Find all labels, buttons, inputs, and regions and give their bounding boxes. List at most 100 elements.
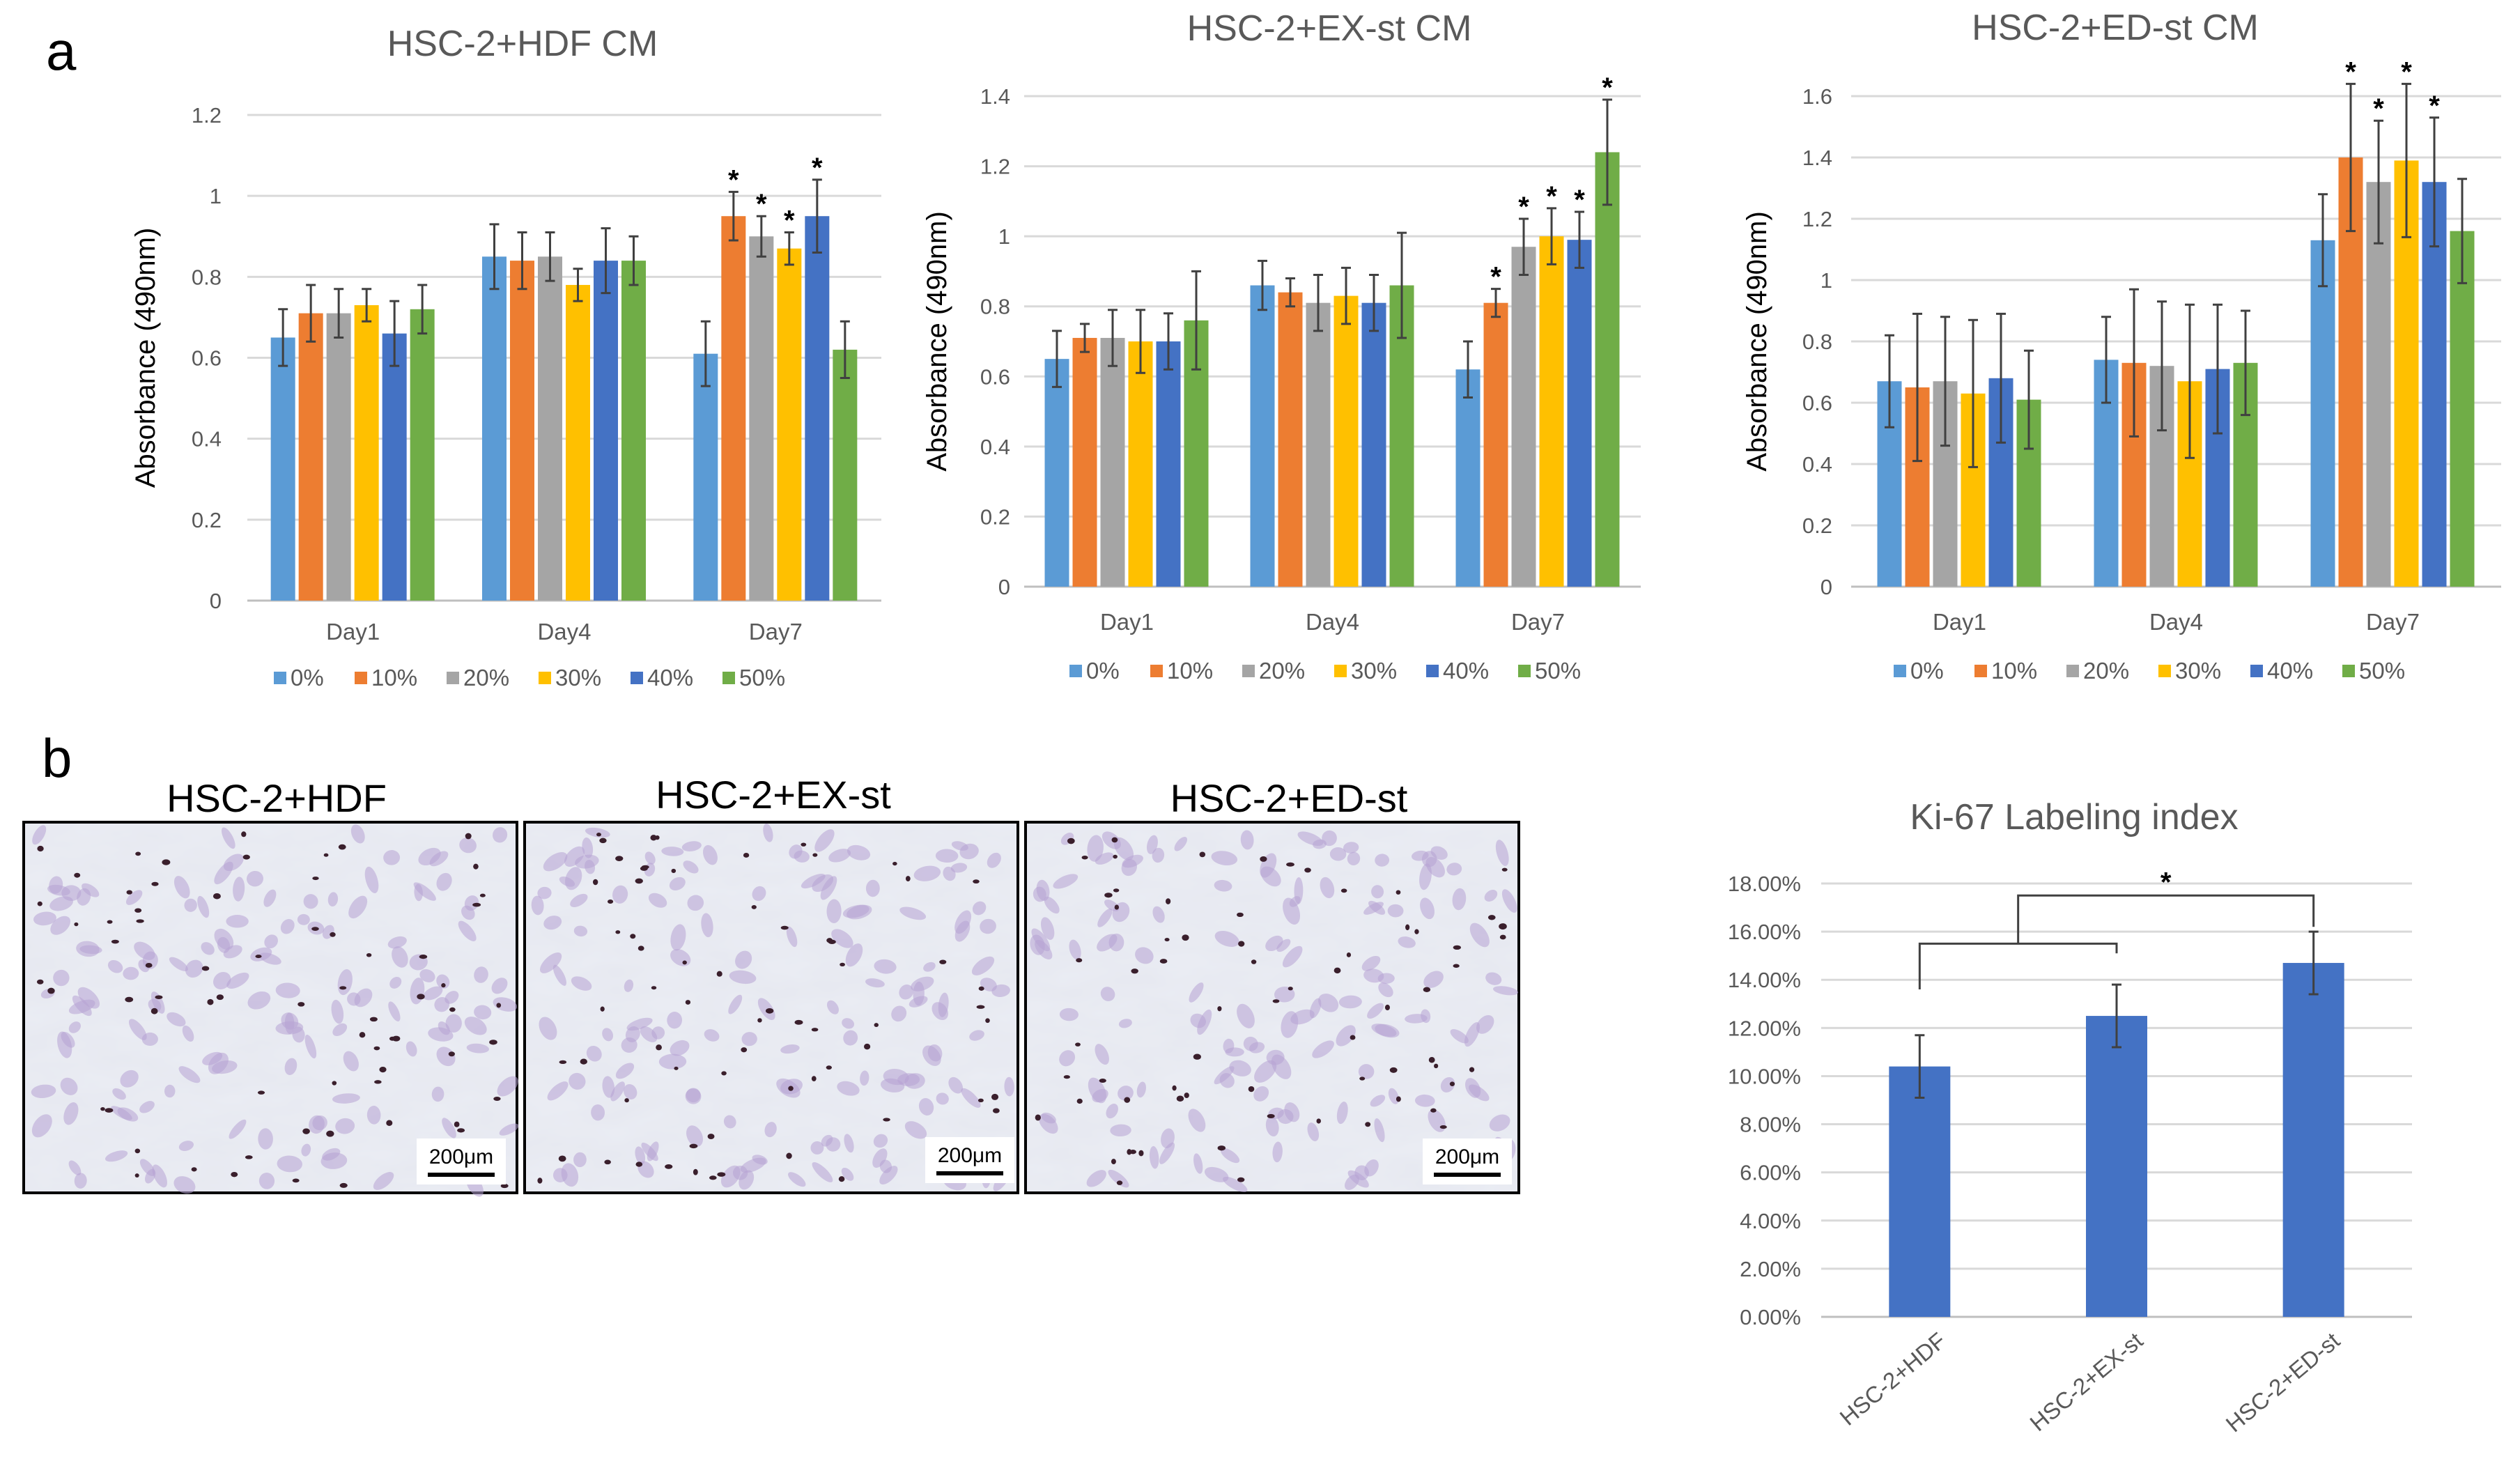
error-bar	[2213, 303, 2223, 435]
cell	[221, 827, 235, 849]
bar	[382, 333, 407, 601]
cell	[1265, 1116, 1279, 1137]
ki67-positive-nucleus	[1248, 1086, 1255, 1093]
error-bar	[573, 268, 583, 302]
cell	[213, 971, 231, 989]
legend-swatch	[2158, 665, 2171, 677]
ki67-positive-nucleus	[826, 1065, 832, 1070]
cell	[49, 896, 73, 911]
ki67-positive-nucleus	[1288, 987, 1293, 991]
bar	[1334, 295, 1359, 587]
ki67-positive-nucleus	[1237, 1177, 1245, 1182]
ki67-positive-nucleus	[838, 1176, 845, 1182]
legend-swatch	[539, 672, 551, 684]
cell	[913, 865, 941, 881]
chart-title: HSC-2+EX-st CM	[1187, 8, 1472, 49]
error-bar	[2101, 316, 2111, 404]
significance-star: *	[2429, 91, 2440, 121]
ki67-positive-nucleus	[330, 932, 336, 937]
ki67-positive-nucleus	[1414, 929, 1419, 934]
error-bar	[2241, 309, 2250, 417]
cell	[972, 901, 987, 916]
cell	[573, 925, 588, 937]
cell	[60, 1077, 78, 1095]
legend-label: 10%	[1167, 658, 1213, 684]
cell	[883, 1069, 909, 1086]
micrograph-hsc2-edst: HSC-2+ED-st 200μm	[1024, 776, 1520, 1194]
cell	[1193, 1153, 1203, 1174]
x-tick-label: Day1	[1100, 609, 1154, 635]
cell	[226, 972, 249, 989]
ki67-positive-nucleus	[457, 1128, 465, 1133]
error-bar	[1258, 259, 1267, 311]
legend-swatch	[1150, 665, 1163, 677]
ki67-positive-nucleus	[448, 1051, 455, 1057]
y-tick-label: 0.4	[980, 435, 1010, 459]
significance-star: *	[2401, 56, 2412, 87]
cell	[1253, 1086, 1269, 1102]
cell	[474, 1005, 492, 1020]
cell	[1059, 1008, 1079, 1021]
cell	[148, 998, 162, 1012]
cell	[392, 946, 408, 968]
cell	[332, 1023, 348, 1036]
significance-star: *	[784, 205, 795, 236]
y-tick-label: 0.4	[192, 427, 222, 451]
cell	[1492, 986, 1519, 996]
ki67-positive-nucleus	[651, 986, 657, 990]
scale-bar-label: 200μm	[429, 1145, 493, 1168]
cell	[173, 1176, 196, 1194]
cell	[1469, 923, 1490, 948]
cell	[464, 895, 479, 911]
bar	[594, 261, 618, 601]
cell	[826, 1000, 839, 1014]
cell	[1347, 851, 1361, 865]
legend-swatch	[1426, 665, 1439, 677]
bar	[721, 216, 746, 601]
cell	[1265, 935, 1283, 952]
cell	[125, 890, 143, 905]
ki67-positive-nucleus	[1499, 934, 1506, 940]
legend-label: 0%	[1910, 658, 1944, 684]
ki67-positive-nucleus	[599, 837, 607, 844]
cell	[948, 1076, 964, 1094]
significance-star: *	[2160, 867, 2172, 897]
ki67-positive-nucleus	[592, 879, 598, 886]
cell	[1108, 1169, 1129, 1188]
ki67-positive-nucleus	[635, 1161, 643, 1167]
ki67-positive-nucleus	[465, 833, 472, 840]
cell	[865, 978, 885, 988]
cell	[810, 1141, 824, 1155]
cell	[111, 1106, 132, 1120]
ki67-positive-nucleus	[1384, 1004, 1390, 1011]
error-bar	[1602, 98, 1612, 206]
micrograph-label: HSC-2+HDF	[167, 776, 387, 820]
legend-swatch	[722, 672, 735, 684]
cell	[1004, 1076, 1014, 1097]
error-bar	[700, 320, 711, 387]
error-bar	[278, 308, 288, 367]
ki67-positive-nucleus	[339, 1182, 348, 1188]
y-tick-label: 0	[210, 589, 222, 613]
cell	[277, 1155, 302, 1173]
ki67-positive-nucleus	[479, 893, 486, 897]
cell	[264, 934, 278, 949]
ki67-positive-nucleus	[1193, 1053, 1201, 1060]
cell	[223, 945, 242, 959]
significance-star: *	[1602, 72, 1613, 103]
x-tick-label: Day4	[1306, 609, 1359, 635]
error-bar	[812, 178, 822, 254]
ki67-positive-nucleus	[780, 925, 789, 930]
cell	[332, 1093, 360, 1104]
cell	[831, 929, 853, 948]
y-tick-label: 12.00%	[1728, 1016, 1801, 1040]
legend-swatch	[631, 672, 643, 684]
error-bar	[1491, 288, 1501, 318]
cell	[112, 1088, 126, 1100]
legend-label: 10%	[1991, 658, 2037, 684]
cell	[169, 957, 188, 972]
ki67-positive-nucleus	[134, 908, 142, 913]
cell	[1464, 1078, 1481, 1098]
cell	[1214, 1066, 1235, 1085]
ki67-positive-nucleus	[973, 879, 980, 884]
